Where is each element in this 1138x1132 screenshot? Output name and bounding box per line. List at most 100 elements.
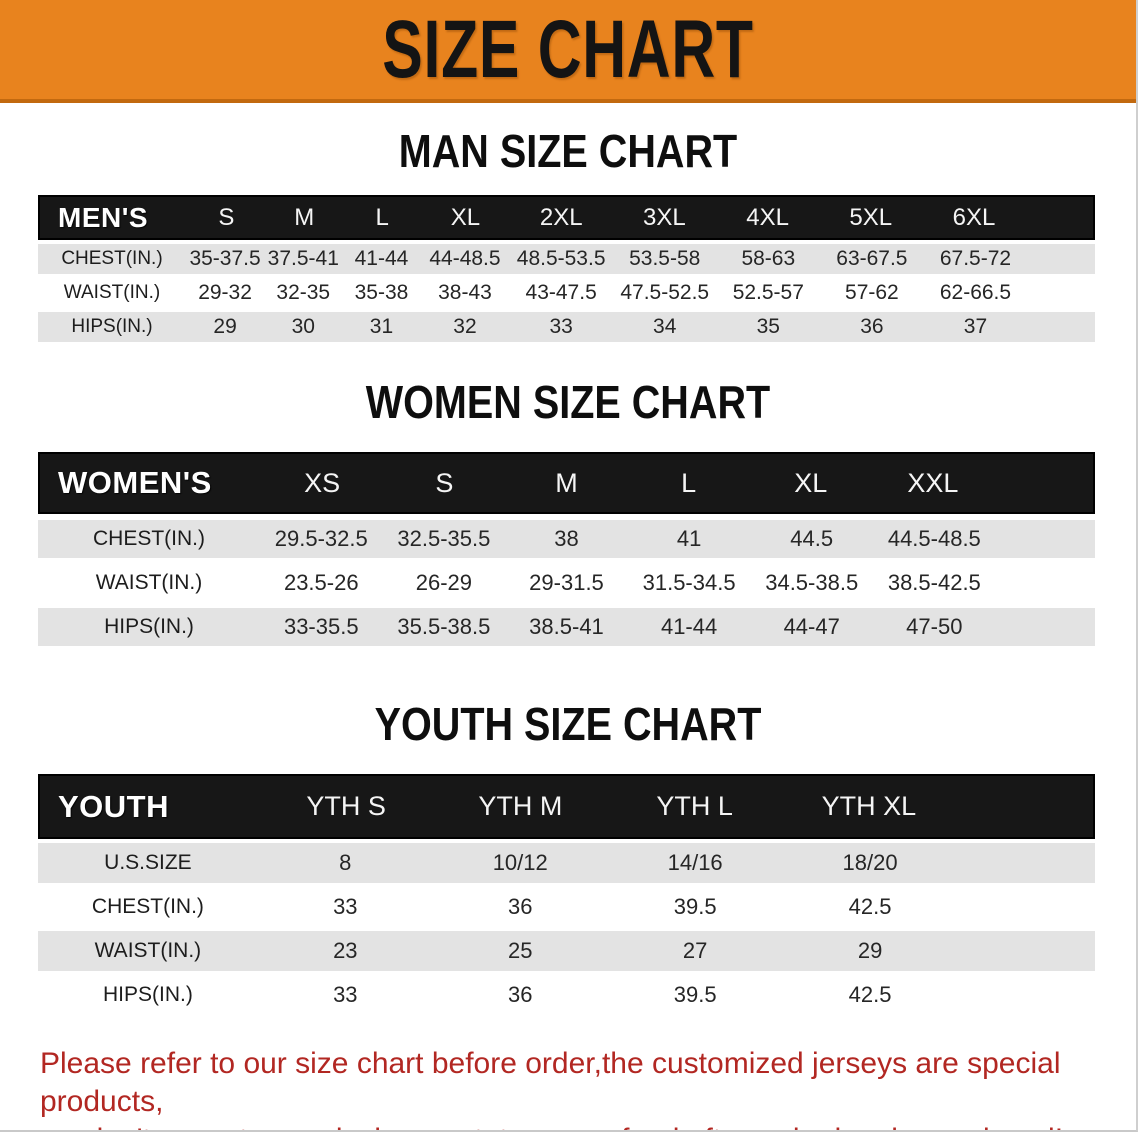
men-size-column-header: 5XL (849, 203, 893, 231)
men-size-column-header: S (218, 203, 235, 231)
youth-row-chestin: CHEST(IN.) 33 36 39.5 42.5 (38, 887, 1095, 927)
women-row-hipsin: HIPS(IN.) 33-35.5 35.5-38.5 38.5-41 41-44 44-… (38, 608, 1095, 646)
youth-size-column-header: YTH L (656, 791, 733, 821)
cell-value: 33-35.5 (283, 614, 359, 639)
cell-value: 38 (554, 526, 579, 551)
cell-value: 44.5 (790, 526, 834, 551)
men-header-label: MEN'S (58, 201, 149, 233)
men-row-waistin: WAIST(IN.) 29-32 32-35 35-38 38-43 43-47.5 47.… (38, 278, 1095, 308)
women-size-column-header: XS (304, 467, 341, 498)
youth-header-label: YOUTH (58, 788, 169, 824)
cell-value: 67.5-72 (939, 247, 1012, 270)
men-size-column-header: M (294, 203, 315, 231)
women-row-chestin: CHEST(IN.) 29.5-32.5 32.5-35.5 38 41 44.5 44.5… (38, 520, 1095, 558)
cell-value: 38.5-42.5 (887, 570, 981, 595)
cell-value: 14/16 (667, 850, 723, 875)
cell-value: 26-29 (415, 570, 473, 595)
youth-size-column-header: YTH S (306, 791, 386, 821)
cell-value: 47-50 (906, 614, 963, 639)
cell-value: 48.5-53.5 (516, 247, 606, 270)
cell-value: 37.5-41 (267, 247, 339, 270)
cell-value: 44-48.5 (429, 247, 501, 270)
men-size-column-header: 2XL (539, 203, 583, 231)
youth-section-heading: YOUTH SIZE CHART (374, 698, 762, 750)
men-row-chestin: CHEST(IN.) 35-37.5 37.5-41 41-44 44-48.5 48.5… (38, 244, 1095, 274)
cell-value: 33 (549, 315, 573, 338)
row-label: U.S.SIZE (104, 851, 192, 874)
cell-value: 18/20 (842, 850, 898, 875)
cell-value: 29.5-32.5 (274, 526, 368, 551)
cell-value: 25 (507, 938, 533, 963)
row-label: HIPS(IN.) (103, 983, 193, 1006)
cell-value: 29-31.5 (529, 570, 604, 595)
cell-value: 63-67.5 (836, 247, 908, 270)
cell-value: 30 (291, 315, 315, 338)
women-size-table: WOMEN'S XS S M L XL XXL CHEST(IN.) 29.5-32.5 32.5… (38, 452, 1095, 646)
cell-value: 23 (333, 938, 358, 963)
cell-value: 32.5-35.5 (397, 526, 491, 551)
youth-row-ussize: U.S.SIZE 8 10/12 14/16 18/20 (38, 843, 1095, 883)
cell-value: 27 (682, 938, 708, 963)
disclaimer-line-1: Please refer to our size chart before or… (40, 1047, 1061, 1118)
cell-value: 41-44 (660, 614, 718, 639)
row-label: CHEST(IN.) (91, 895, 204, 918)
youth-row-waistin: WAIST(IN.) 23 25 27 29 (38, 931, 1095, 971)
youth-size-column-header: YTH M (478, 791, 563, 821)
youth-size-column-header: YTH XL (821, 791, 917, 821)
men-size-column-header: 6XL (952, 203, 996, 231)
cell-value: 35 (756, 315, 780, 338)
disclaimer-line-2: we don't accept cancel, change, teturn o… (40, 1121, 1110, 1130)
women-header-label: WOMEN'S (58, 465, 212, 500)
title-banner: SIZE CHART (0, 0, 1136, 103)
cell-value: 37 (963, 315, 988, 338)
row-label: CHEST(IN.) (61, 248, 163, 269)
cell-value: 32-35 (276, 281, 331, 304)
disclaimer-text: Please refer to our size chart before or… (40, 1045, 1110, 1130)
cell-value: 36 (507, 982, 533, 1007)
cell-value: 58-63 (741, 247, 796, 270)
women-size-column-header: XL (794, 467, 828, 498)
cell-value: 29-32 (198, 281, 252, 304)
cell-value: 44.5-48.5 (887, 526, 981, 551)
row-label: HIPS(IN.) (104, 615, 194, 638)
cell-value: 53.5-58 (629, 247, 701, 270)
row-label: HIPS(IN.) (71, 316, 153, 337)
women-size-column-header: L (681, 467, 697, 498)
cell-value: 34 (653, 315, 677, 338)
cell-value: 10/12 (492, 850, 548, 875)
men-size-column-header: XL (450, 203, 481, 231)
row-label: WAIST(IN.) (63, 282, 161, 303)
cell-value: 41 (676, 526, 702, 551)
cell-value: 36 (507, 894, 533, 919)
cell-value: 41-44 (354, 247, 409, 270)
cell-value: 44-47 (783, 614, 840, 639)
women-size-column-header: S (435, 467, 454, 498)
cell-value: 35-38 (354, 281, 409, 304)
cell-value: 42.5 (848, 894, 892, 919)
cell-value: 33 (333, 982, 358, 1007)
cell-value: 62-66.5 (939, 281, 1012, 304)
cell-value: 34.5-38.5 (765, 570, 859, 595)
women-size-column-header: M (555, 467, 578, 498)
men-size-column-header: 3XL (643, 203, 686, 231)
cell-value: 57-62 (845, 281, 899, 304)
page-title: SIZE CHART (382, 3, 754, 95)
cell-value: 8 (339, 850, 352, 875)
cell-value: 43-47.5 (525, 281, 597, 304)
cell-value: 38-43 (438, 281, 492, 304)
men-size-column-header: 4XL (746, 203, 789, 231)
cell-value: 32 (453, 315, 477, 338)
men-table-header: MEN'S S M L XL 2XL 3XL 4XL 5XL 6XL (38, 195, 1095, 240)
women-row-waistin: WAIST(IN.) 23.5-26 26-29 29-31.5 31.5-34.5 34… (38, 564, 1095, 602)
cell-value: 52.5-57 (732, 281, 804, 304)
women-size-column-header: XXL (907, 467, 959, 498)
cell-value: 36 (860, 315, 884, 338)
men-section-heading: MAN SIZE CHART (398, 125, 738, 177)
cell-value: 33 (333, 894, 358, 919)
cell-value: 38.5-41 (529, 614, 604, 639)
cell-value: 29 (213, 315, 237, 338)
cell-value: 31.5-34.5 (642, 570, 736, 595)
cell-value: 39.5 (673, 982, 717, 1007)
cell-value: 39.5 (673, 894, 717, 919)
cell-value: 42.5 (848, 982, 892, 1007)
